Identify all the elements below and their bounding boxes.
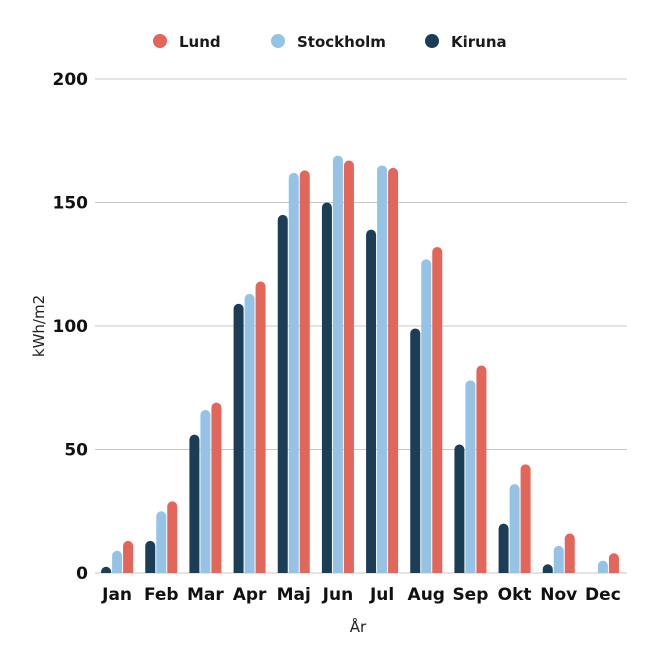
- x-tick-label: Feb: [144, 585, 179, 605]
- legend-marker-kiruna: [425, 34, 439, 48]
- legend: Lund Stockholm Kiruna: [153, 33, 507, 51]
- bar-kiruna-jan: [101, 566, 112, 573]
- bar-stockholm-maj: [288, 172, 299, 573]
- x-axis-title: År: [350, 617, 367, 636]
- bar-lund-mar: [211, 402, 222, 573]
- bar-kiruna-jul: [366, 229, 377, 573]
- bar-stockholm-okt: [509, 484, 520, 573]
- bar-stockholm-apr: [244, 293, 255, 573]
- y-tick-label: 200: [53, 70, 89, 90]
- bar-kiruna-mar: [189, 434, 200, 573]
- x-tick-label: Sep: [452, 585, 488, 605]
- x-tick-label: Okt: [498, 585, 532, 605]
- bars: [101, 155, 619, 574]
- x-tick-label: Aug: [408, 585, 445, 605]
- bar-lund-dec: [608, 553, 619, 573]
- legend-marker-stockholm: [271, 34, 285, 48]
- bar-lund-jul: [388, 167, 399, 574]
- legend-label-lund: Lund: [179, 33, 221, 51]
- y-axis-title: kWh/m2: [30, 295, 48, 357]
- x-tick-label: Jun: [322, 585, 354, 605]
- bar-stockholm-dec: [597, 560, 608, 573]
- axes: 0 50 100 150 200 Jan Feb Mar Apr Maj Jun Jul Aug Sep O…: [53, 70, 621, 605]
- gridlines: [95, 78, 627, 574]
- bar-stockholm-sep: [465, 380, 476, 573]
- bar-kiruna-apr: [233, 303, 244, 573]
- bar-kiruna-feb: [145, 540, 156, 573]
- x-tick-label: Jan: [101, 585, 132, 605]
- bar-stockholm-jun: [332, 155, 343, 573]
- x-tick-label: Apr: [233, 585, 267, 605]
- legend-label-stockholm: Stockholm: [297, 33, 386, 51]
- bar-stockholm-feb: [156, 511, 167, 573]
- bar-kiruna-maj: [277, 214, 288, 573]
- x-tick-label: Dec: [585, 585, 621, 605]
- bar-lund-sep: [476, 365, 487, 573]
- bar-kiruna-aug: [410, 328, 421, 573]
- bar-kiruna-nov: [542, 564, 553, 573]
- x-tick-label: Jul: [369, 585, 394, 605]
- bar-stockholm-aug: [421, 259, 432, 573]
- bar-lund-jun: [343, 160, 354, 573]
- bar-kiruna-okt: [498, 523, 509, 573]
- bar-lund-okt: [520, 464, 531, 573]
- y-tick-label: 0: [76, 564, 88, 584]
- bar-lund-jan: [123, 540, 134, 573]
- y-tick-label: 100: [53, 317, 89, 337]
- bar-lund-aug: [432, 246, 443, 573]
- bar-stockholm-nov: [553, 545, 564, 573]
- x-tick-label: Maj: [277, 585, 311, 605]
- x-tick-label: Nov: [540, 585, 577, 605]
- legend-label-kiruna: Kiruna: [451, 33, 507, 51]
- bar-kiruna-jun: [321, 202, 332, 573]
- bar-lund-feb: [167, 501, 178, 573]
- y-tick-label: 150: [53, 194, 89, 214]
- bar-lund-maj: [299, 170, 310, 573]
- bar-stockholm-mar: [200, 409, 211, 573]
- y-tick-label: 50: [64, 441, 88, 461]
- bar-lund-apr: [255, 281, 266, 573]
- bar-stockholm-jan: [112, 550, 123, 573]
- bar-stockholm-jul: [377, 165, 388, 573]
- legend-marker-lund: [153, 34, 167, 48]
- bar-lund-nov: [564, 533, 575, 573]
- bar-kiruna-sep: [454, 444, 465, 573]
- x-tick-label: Mar: [187, 585, 224, 605]
